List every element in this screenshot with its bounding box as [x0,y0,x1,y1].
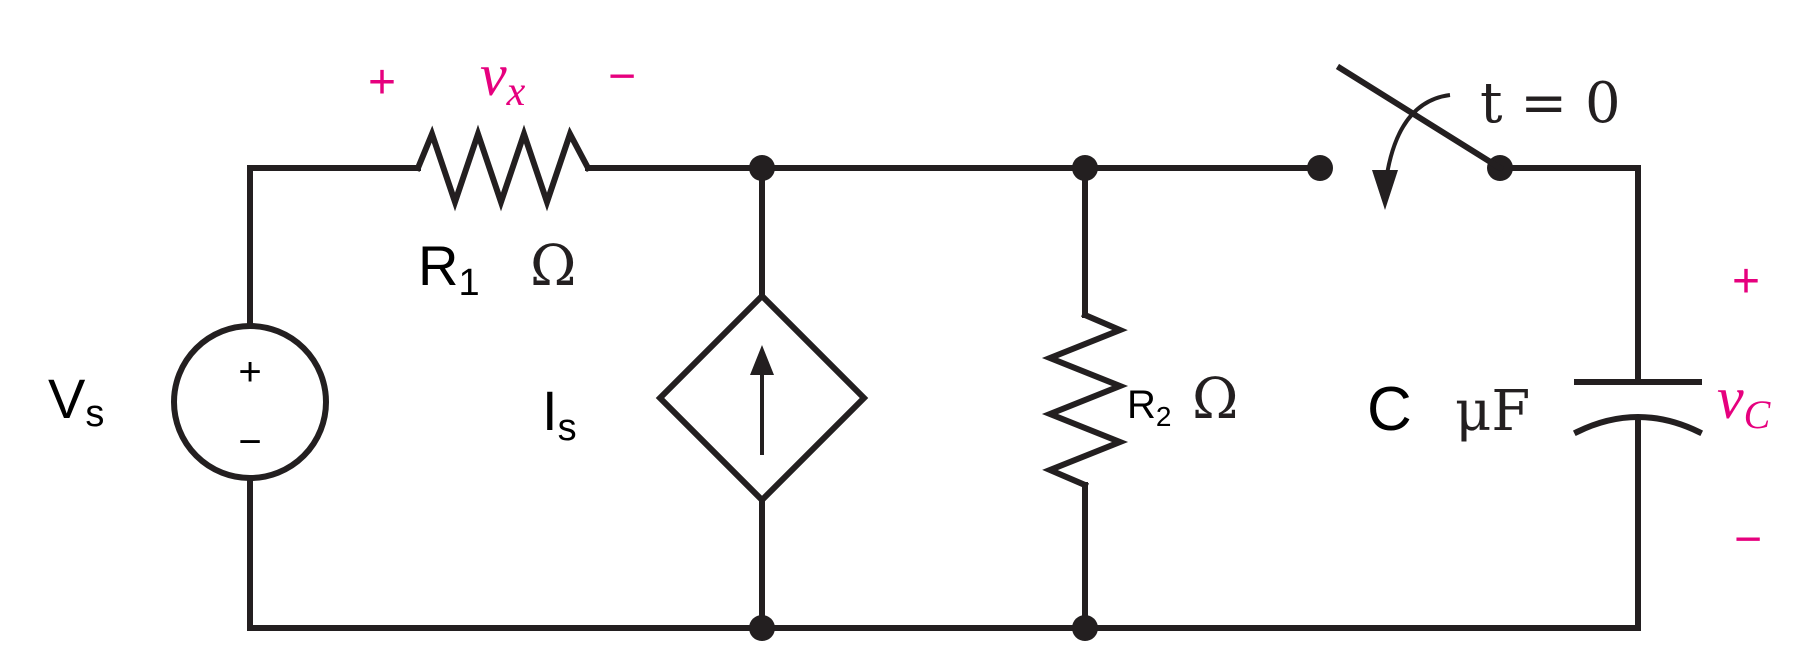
switch-time-label: t = 0 [1480,71,1621,136]
r2-label: R2 [1127,383,1171,432]
current-source-diamond [655,291,869,505]
wire-bottom [247,475,1641,631]
r1-voltage-minus: − [608,50,636,103]
r1-label: R1 [418,234,480,304]
capacitor-voltage-label: vC [1717,365,1772,437]
switch [1307,63,1513,210]
voltage-source-circle [171,323,329,481]
r2-unit: Ω [1192,367,1238,432]
voltage-source-label: Vs [48,367,104,435]
capacitor-bottom-plate [1572,414,1704,437]
node-bottom-current-source [749,615,775,641]
capacitor-unit: μF [1455,379,1530,444]
resistor-r2 [1041,311,1129,489]
r1-unit: Ω [530,234,576,299]
switch-blade [1335,63,1505,173]
capacitor-label: C [1367,375,1412,444]
resistor-r1 [414,124,593,212]
voltage-source: + − [171,323,329,481]
current-source [655,291,869,505]
wire-right-top [1497,165,1641,385]
wires [247,165,1641,631]
capacitor [1572,379,1704,437]
voltage-source-minus: − [238,420,261,464]
node-bottom-r2 [1072,615,1098,641]
current-source-arrow-head [750,345,774,375]
r1-voltage-plus: + [368,56,396,109]
wire-left-top [247,165,421,328]
switch-arrow-head [1372,170,1398,210]
switch-motion-arc [1383,93,1451,189]
node-top-r2 [1072,155,1098,181]
capacitor-voltage-minus: − [1734,513,1762,566]
voltage-source-plus: + [238,350,261,394]
current-source-label: Is [542,379,577,449]
junction-nodes [749,155,1098,641]
switch-contact-left [1307,155,1333,181]
r1-voltage-label: vx [480,42,526,115]
capacitor-voltage-plus: + [1732,255,1760,308]
node-top-current-source [749,155,775,181]
